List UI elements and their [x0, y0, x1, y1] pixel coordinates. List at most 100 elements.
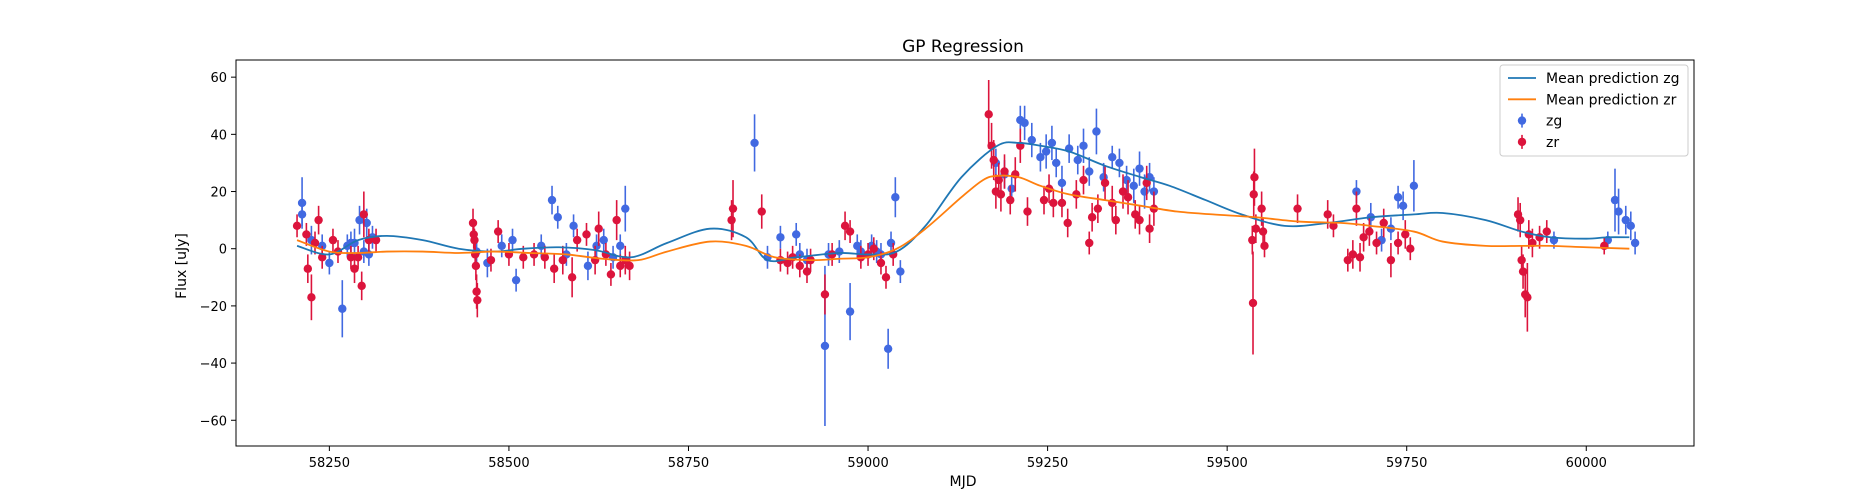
zr-point — [1359, 233, 1368, 242]
zg-point — [1621, 215, 1630, 225]
zr-point — [549, 264, 559, 273]
y-tick-label: 0 — [219, 243, 227, 258]
zr-point — [827, 250, 837, 259]
zr-point — [1386, 255, 1396, 265]
zr-point — [1515, 215, 1525, 225]
zg-point — [583, 261, 593, 271]
zr-point — [567, 273, 577, 282]
zg-point — [1085, 167, 1094, 176]
zg-point — [1115, 158, 1124, 168]
zr-point — [1542, 227, 1551, 236]
zr-point — [1355, 253, 1365, 262]
series-zr — [292, 80, 1609, 355]
zr-point — [606, 270, 616, 279]
zg-point — [792, 230, 801, 239]
y-axis-label: Flux [uJy] — [174, 233, 190, 299]
zg-point — [1027, 135, 1036, 145]
zr-point — [1079, 175, 1088, 185]
zg-point — [1052, 158, 1061, 168]
zr-point — [1248, 298, 1258, 308]
zr-point — [302, 230, 311, 239]
zr-point — [989, 155, 998, 165]
zr-point — [572, 235, 582, 245]
zr-point — [1087, 213, 1097, 222]
zr-point — [1023, 207, 1032, 216]
zr-point — [1517, 255, 1526, 265]
zr-point — [984, 110, 993, 119]
zg-point — [1398, 201, 1408, 211]
zg-point — [553, 213, 562, 222]
zr-point — [1257, 204, 1266, 213]
x-tick-label: 59250 — [1027, 456, 1068, 471]
zr-point — [845, 227, 855, 236]
zg-point — [1047, 138, 1057, 148]
x-axis-label: MJD — [950, 474, 977, 490]
zr-point — [996, 190, 1006, 199]
zr-point — [1039, 195, 1049, 205]
zr-point — [1111, 215, 1121, 225]
zr-point — [1000, 167, 1009, 176]
zr-point — [1348, 250, 1358, 259]
zg-point — [1614, 207, 1623, 216]
zr-point — [594, 224, 603, 233]
zg-point — [621, 204, 630, 213]
y-tick-label: 20 — [210, 186, 227, 201]
zg-point — [1041, 147, 1051, 156]
zr-point — [314, 215, 323, 225]
zr-point — [727, 215, 736, 225]
zg-point — [297, 198, 307, 208]
y-tick-label: 40 — [210, 128, 227, 143]
zr-point — [795, 261, 805, 271]
legend-swatch-point — [1517, 116, 1527, 125]
zr-point — [486, 255, 496, 265]
zg-point — [569, 221, 578, 231]
zg-point — [508, 235, 517, 245]
zr-point — [802, 267, 812, 276]
zr-point — [1248, 235, 1257, 245]
zr-point — [1343, 255, 1353, 265]
y-tick-label: −20 — [200, 300, 227, 315]
plot-area: 58250 58500 58750 59000 59250 59500 59750 60000… — [200, 59, 1695, 471]
zr-point — [1329, 221, 1338, 231]
legend-entry-label: zr — [1546, 135, 1559, 151]
zr-point — [1145, 224, 1154, 233]
y-tick-label: −40 — [200, 357, 227, 372]
zr-point — [1401, 230, 1410, 239]
zr-point — [1093, 204, 1103, 213]
data-layer — [292, 80, 1640, 426]
x-tick-label: 59750 — [1386, 456, 1427, 471]
zr-point — [473, 295, 482, 305]
zg-point — [1630, 238, 1640, 248]
zr-point — [1260, 241, 1269, 251]
zr-point — [625, 261, 634, 271]
zr-point — [1406, 244, 1415, 253]
zr-point — [881, 273, 891, 282]
zr-point — [820, 290, 830, 299]
zr-point — [1352, 204, 1361, 213]
series-line-mean-prediction-zr — [296, 174, 1630, 262]
zg-point — [497, 241, 506, 251]
y-tick-label: −60 — [200, 414, 227, 429]
zg-point — [1079, 141, 1088, 150]
zg-point — [599, 235, 608, 245]
zr-point — [519, 253, 528, 262]
chart-title: GP Regression — [902, 37, 1024, 57]
zr-point — [1372, 238, 1381, 248]
zr-point — [1523, 293, 1532, 302]
zg-point — [891, 193, 900, 202]
zr-point — [317, 253, 327, 262]
zg-point — [845, 307, 855, 316]
legend-swatch-point — [1517, 137, 1527, 147]
zg-point — [1036, 153, 1045, 162]
zr-point — [1251, 224, 1261, 233]
zr-point — [876, 258, 886, 268]
zr-point — [1258, 227, 1268, 236]
legend-entry-label: Mean prediction zg — [1546, 71, 1680, 87]
zr-point — [1131, 210, 1140, 219]
zr-point — [1293, 204, 1302, 213]
x-tick-label: 59000 — [847, 456, 888, 471]
legend: Mean prediction zg Mean prediction zr zg zr — [1499, 64, 1689, 157]
zg-point — [616, 241, 625, 251]
y-tick-label: 60 — [210, 71, 227, 86]
